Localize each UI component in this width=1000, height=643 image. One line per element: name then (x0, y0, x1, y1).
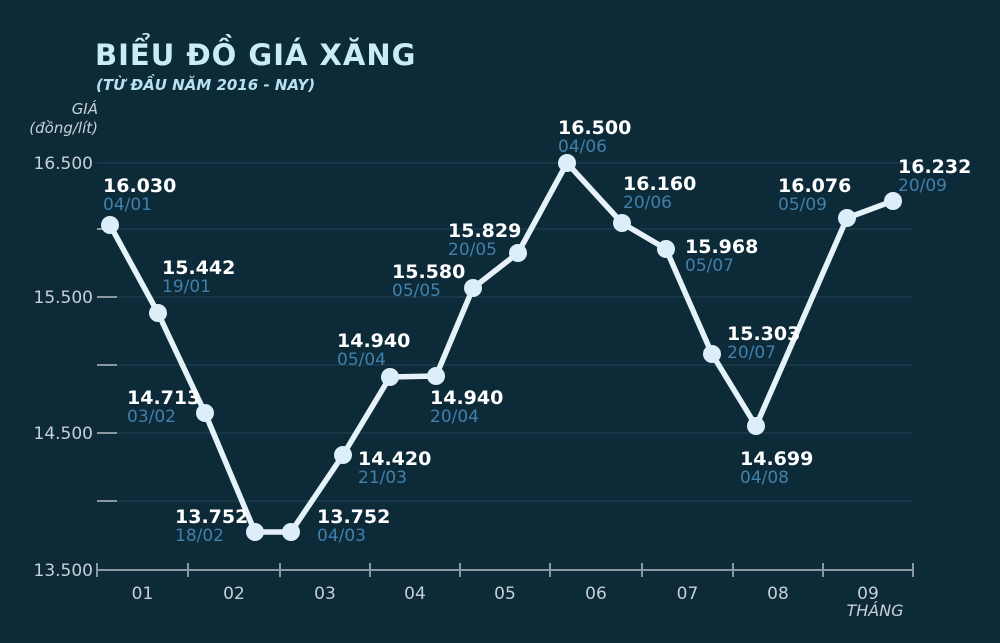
point-date-label: 05/09 (778, 195, 827, 215)
data-point-marker (101, 216, 119, 234)
x-tick-label: 09 (857, 584, 879, 604)
x-tick-label: 08 (767, 584, 789, 604)
point-date-label: 05/05 (392, 281, 441, 301)
data-point-marker (196, 404, 214, 422)
y-tick-label: 15.500 (34, 288, 93, 308)
chart-title: BIỂU ĐỒ GIÁ XĂNG (95, 38, 417, 72)
y-axis-title-line1: GIÁ (71, 100, 98, 118)
point-date-label: 19/01 (162, 277, 211, 297)
data-point-marker (884, 192, 902, 210)
x-tick-label: 06 (585, 584, 607, 604)
point-date-label: 20/05 (448, 240, 497, 260)
data-point-marker (838, 209, 856, 227)
point-value-label: 15.580 (392, 261, 465, 283)
point-value-label: 15.442 (162, 257, 235, 279)
point-date-label: 04/08 (740, 468, 789, 488)
point-value-label: 14.420 (358, 448, 431, 470)
data-point-marker (464, 279, 482, 297)
point-value-label: 14.713 (127, 387, 200, 409)
point-date-label: 04/03 (317, 526, 366, 546)
data-point-marker (246, 523, 264, 541)
data-point-marker (381, 368, 399, 386)
point-value-label: 15.968 (685, 236, 758, 258)
y-axis-title-line2: (đồng/lít) (29, 119, 98, 137)
x-tick-label: 02 (223, 584, 245, 604)
point-date-label: 04/01 (103, 195, 152, 215)
data-point-marker (282, 523, 300, 541)
point-date-label: 05/04 (337, 350, 386, 370)
x-tick-label: 05 (494, 584, 516, 604)
point-value-label: 16.232 (898, 156, 971, 178)
data-point-marker (427, 367, 445, 385)
point-value-label: 15.829 (448, 220, 521, 242)
point-date-label: 18/02 (175, 526, 224, 546)
point-date-label: 20/04 (430, 407, 479, 427)
chart-subtitle: (TỪ ĐẦU NĂM 2016 - NAY) (96, 76, 316, 94)
point-value-label: 16.500 (558, 117, 631, 139)
x-tick-label: 01 (132, 584, 154, 604)
y-tick-label: 14.500 (34, 424, 93, 444)
data-point-marker (334, 446, 352, 464)
point-date-label: 03/02 (127, 407, 176, 427)
point-date-label: 05/07 (685, 256, 734, 276)
point-date-label: 04/06 (558, 137, 607, 157)
point-date-label: 21/03 (358, 468, 407, 488)
x-tick-label: 07 (677, 584, 699, 604)
data-point-marker (747, 417, 765, 435)
data-point-marker (613, 214, 631, 232)
point-date-label: 20/09 (898, 176, 947, 196)
point-value-label: 14.940 (337, 330, 410, 352)
y-tick-label: 13.500 (34, 561, 93, 581)
point-value-label: 16.160 (623, 173, 696, 195)
data-point-marker (703, 345, 721, 363)
point-value-label: 14.940 (430, 387, 503, 409)
data-point-marker (558, 154, 576, 172)
point-date-label: 20/07 (727, 343, 776, 363)
point-date-label: 20/06 (623, 193, 672, 213)
data-point-marker (149, 304, 167, 322)
point-value-label: 15.303 (727, 323, 800, 345)
point-value-label: 13.752 (175, 506, 248, 528)
x-tick-label: 03 (314, 584, 336, 604)
x-axis-title: THÁNG (846, 601, 904, 620)
y-tick-label: 16.500 (34, 154, 93, 174)
point-value-label: 16.030 (103, 175, 176, 197)
x-tick-label: 04 (404, 584, 426, 604)
point-value-label: 14.699 (740, 448, 813, 470)
point-value-label: 16.076 (778, 175, 851, 197)
data-point-marker (509, 244, 527, 262)
point-value-label: 13.752 (317, 506, 390, 528)
data-point-marker (657, 240, 675, 258)
y-axis-title: GIÁ (đồng/lít) (6, 100, 98, 138)
